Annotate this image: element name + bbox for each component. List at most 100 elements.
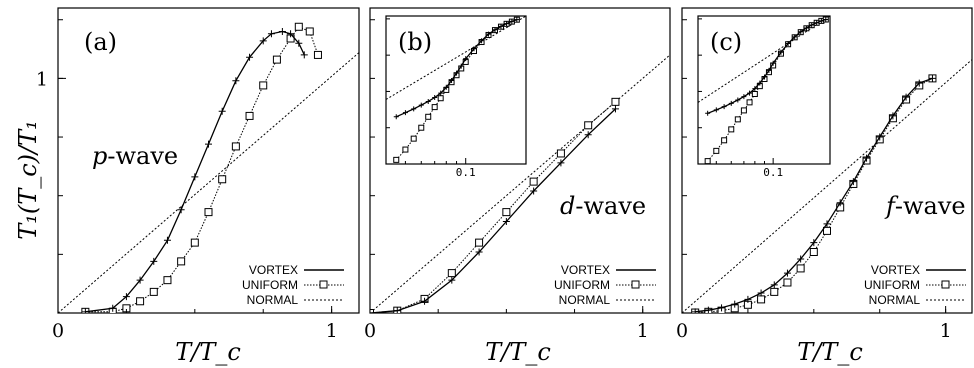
vortex-point bbox=[486, 31, 492, 37]
vortex-point bbox=[889, 112, 897, 120]
uniform-point bbox=[734, 116, 741, 123]
uniform-point bbox=[418, 124, 425, 131]
uniform-point bbox=[740, 107, 747, 114]
vortex-point bbox=[783, 269, 791, 277]
vortex-point bbox=[278, 27, 286, 35]
legend-vortex-label: VORTEX bbox=[249, 263, 298, 277]
uniform-point bbox=[272, 55, 281, 64]
panel-b-inset-series bbox=[386, 16, 526, 163]
vortex-point bbox=[818, 18, 824, 24]
panel-b-legend: VORTEX UNIFORM NORMAL bbox=[554, 263, 656, 307]
uniform-point bbox=[728, 126, 735, 133]
uniform-point bbox=[425, 113, 432, 120]
panel-b-x-axis-label: T/T_c bbox=[485, 338, 551, 366]
uniform-point bbox=[757, 295, 766, 304]
vortex-point bbox=[177, 206, 185, 214]
vortex-point bbox=[611, 105, 619, 113]
uniform-point bbox=[584, 121, 593, 130]
vortex-point bbox=[432, 95, 438, 101]
legend-vortex-label: VORTEX bbox=[871, 263, 920, 277]
uniform-point bbox=[823, 226, 831, 235]
vortex-point bbox=[849, 178, 857, 186]
legend-uniform-label: UNIFORM bbox=[864, 278, 920, 292]
panel-b-frame bbox=[369, 7, 671, 314]
x-tick-label: 1 bbox=[940, 320, 952, 342]
vortex-point bbox=[705, 110, 711, 116]
inset-x-tick-label: 0.1 bbox=[763, 166, 783, 179]
panel-c-legend: VORTEX UNIFORM NORMAL bbox=[864, 263, 966, 307]
vortex-point bbox=[728, 100, 734, 106]
vortex-point bbox=[823, 220, 831, 228]
vortex-point bbox=[876, 133, 884, 141]
inset-x-tick-label: 0.1 bbox=[456, 166, 476, 179]
vortex-point bbox=[504, 21, 510, 27]
panel-b-label: (b) bbox=[398, 28, 432, 56]
vortex-point bbox=[438, 90, 444, 96]
vortex-point bbox=[757, 289, 765, 297]
uniform-point bbox=[231, 142, 240, 151]
vortex-point bbox=[454, 70, 460, 76]
vortex-point bbox=[498, 23, 504, 29]
vortex-point bbox=[81, 308, 89, 313]
x-tick-label: 1 bbox=[326, 320, 338, 342]
uniform-point bbox=[149, 287, 158, 296]
vortex-point bbox=[150, 257, 158, 265]
x-tick-label: 1 bbox=[637, 320, 649, 342]
vortex-point bbox=[928, 74, 936, 82]
vortex-point bbox=[721, 104, 727, 110]
panel-a-wave-letter: p bbox=[92, 142, 107, 170]
vortex-point bbox=[463, 56, 469, 62]
vortex-point bbox=[475, 248, 483, 256]
uniform-point bbox=[475, 238, 484, 247]
uniform-point bbox=[294, 22, 303, 31]
vortex-point bbox=[798, 29, 804, 35]
panel-a-label: (a) bbox=[84, 28, 117, 56]
vortex-point bbox=[814, 20, 820, 26]
legend-uniform-marker bbox=[319, 280, 328, 289]
normal-curve bbox=[682, 59, 972, 313]
vortex-point bbox=[741, 94, 747, 100]
panel-c-inset-series bbox=[698, 16, 830, 164]
panel-a-series bbox=[58, 22, 359, 313]
uniform-point bbox=[259, 81, 268, 90]
legend-normal-label: NORMAL bbox=[559, 293, 611, 307]
vortex-point bbox=[471, 46, 477, 52]
uniform-point bbox=[783, 278, 792, 287]
panel-c-x-axis-label: T/T_c bbox=[797, 338, 863, 366]
vortex-point bbox=[747, 90, 753, 96]
vortex-point bbox=[530, 187, 538, 195]
uniform-point bbox=[809, 248, 818, 256]
uniform-point bbox=[393, 156, 400, 163]
legend-normal-label: NORMAL bbox=[247, 293, 299, 307]
legend-uniform-marker bbox=[941, 280, 950, 289]
vortex-point bbox=[752, 86, 758, 92]
vortex-point bbox=[443, 84, 449, 90]
uniform-point bbox=[136, 297, 145, 306]
legend-vortex-label: VORTEX bbox=[561, 263, 610, 277]
vortex-point bbox=[218, 107, 226, 115]
vortex-point bbox=[744, 295, 752, 303]
panel-a-wave-rest: -wave bbox=[107, 142, 178, 170]
uniform-point bbox=[163, 276, 172, 285]
uniform-point bbox=[751, 90, 758, 97]
vortex-point bbox=[863, 154, 871, 162]
vortex-point bbox=[902, 93, 910, 101]
vortex-point bbox=[122, 293, 130, 301]
vortex-point bbox=[785, 40, 791, 46]
vortex-point bbox=[584, 131, 592, 139]
vortex-point bbox=[803, 25, 809, 31]
uniform-point bbox=[721, 137, 728, 144]
x-tick-label: 0 bbox=[676, 320, 688, 342]
uniform-point bbox=[502, 208, 511, 217]
y-tick-label: 1 bbox=[36, 68, 48, 90]
vortex-point bbox=[246, 53, 254, 61]
uniform-point bbox=[370, 309, 374, 313]
panel-b-wave-label: d-wave bbox=[560, 192, 646, 220]
vortex-point bbox=[704, 306, 712, 313]
vortex-point bbox=[136, 276, 144, 284]
vortex-point bbox=[810, 239, 818, 247]
vortex-point bbox=[915, 79, 923, 87]
uniform-point bbox=[305, 27, 314, 36]
vortex-point bbox=[295, 39, 303, 47]
